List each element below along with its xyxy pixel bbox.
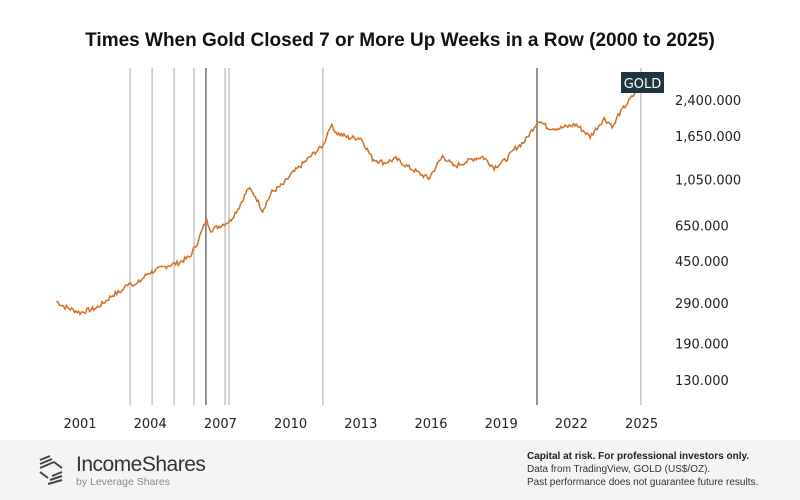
disclaimer-source: Data from TradingView, GOLD (US$/OZ).: [527, 464, 711, 475]
gold-price-chart: 130.000 190.000 290.000 450.000 650.000 1,050…: [56, 68, 741, 432]
disclaimer-risk: Capital at risk. For professional invest…: [527, 451, 750, 462]
x-tick-label: 2010: [274, 417, 307, 432]
y-tick-label: 190.000: [675, 338, 729, 353]
y-tick-label: 2,400.000: [675, 94, 741, 109]
x-tick-label: 2001: [63, 417, 96, 432]
x-tick-label: 2007: [204, 417, 237, 432]
x-tick-label: 2016: [414, 417, 447, 432]
series-label-box: [621, 72, 664, 93]
incomeshares-logo-icon: [39, 455, 63, 485]
chart-title: Times When Gold Closed 7 or More Up Week…: [85, 30, 715, 51]
disclaimer-performance: Past performance does not guarantee futu…: [527, 477, 759, 488]
brand-subtitle: by Leverage Shares: [76, 476, 170, 488]
x-tick-label: 2013: [344, 417, 377, 432]
x-tick-label: 2019: [485, 417, 518, 432]
y-tick-label: 450.000: [675, 255, 729, 270]
series-label: GOLD: [624, 77, 662, 92]
gold-price-series: [56, 87, 645, 317]
brand-name: IncomeShares: [76, 453, 206, 476]
y-tick-label: 290.000: [675, 297, 729, 312]
x-tick-label: 2025: [625, 417, 658, 432]
y-tick-label: 1,650.000: [675, 130, 741, 145]
y-tick-label: 130.000: [675, 374, 729, 389]
x-tick-label: 2022: [555, 417, 588, 432]
x-tick-label: 2004: [134, 417, 167, 432]
y-tick-label: 650.000: [675, 219, 729, 234]
gold-price-series-dark-candles: [56, 88, 645, 315]
y-tick-label: 1,050.000: [675, 173, 741, 188]
footer: IncomeShares by Leverage Shares Capital …: [0, 440, 800, 500]
